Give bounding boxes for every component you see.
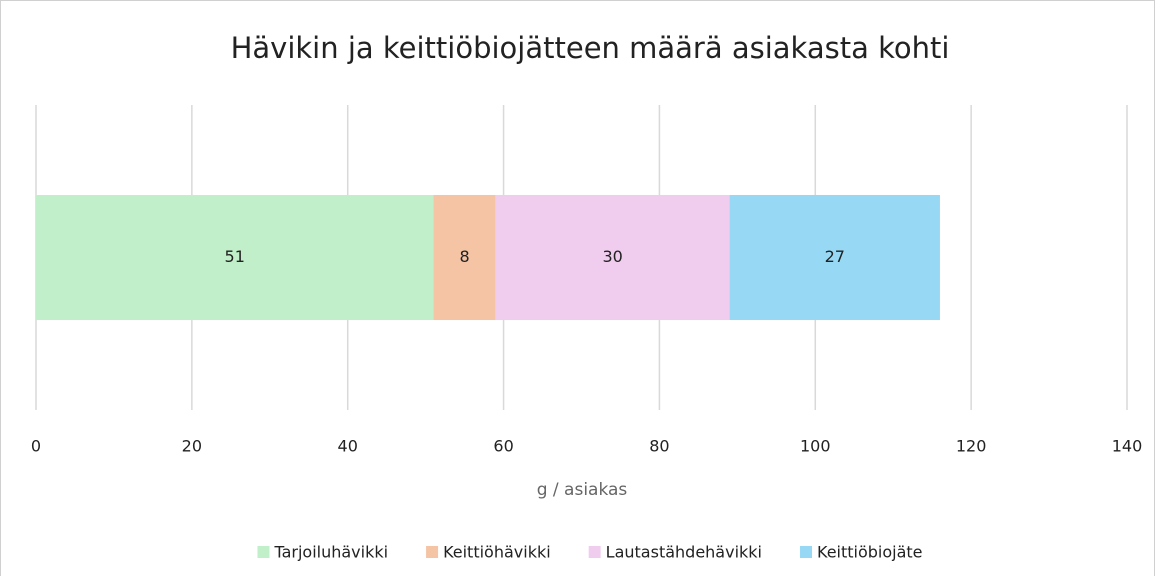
data-label: 8 <box>460 247 470 266</box>
legend-label: Lautastähdehävikki <box>606 543 762 562</box>
x-tick-label: 140 <box>1112 437 1143 456</box>
x-tick-label: 0 <box>31 437 41 456</box>
legend-swatch <box>426 546 439 558</box>
x-tick-label: 80 <box>649 437 669 456</box>
x-axis-label: g / asiakas <box>537 480 628 500</box>
legend-swatch <box>588 546 601 558</box>
x-tick-label: 60 <box>493 437 513 456</box>
data-label: 30 <box>602 247 622 266</box>
legend-label: Tarjoiluhävikki <box>273 543 388 562</box>
legend-label: Keittiöhävikki <box>443 543 551 562</box>
data-label: 51 <box>225 247 245 266</box>
x-tick-label: 40 <box>338 437 358 456</box>
bar-segment <box>36 194 434 321</box>
legend-swatch <box>800 546 813 558</box>
bar-segment <box>495 194 730 321</box>
legend-label: Keittiöbiojäte <box>817 543 923 562</box>
x-tick-label: 20 <box>182 437 202 456</box>
chart-title: Hävikin ja keittiöbiojätteen määrä asiak… <box>231 31 950 65</box>
data-label: 27 <box>825 247 845 266</box>
legend-swatch <box>257 546 270 558</box>
bar-segment <box>433 194 496 321</box>
x-tick-label: 100 <box>800 437 831 456</box>
x-tick-label: 120 <box>956 437 987 456</box>
bar-segment <box>729 194 940 321</box>
